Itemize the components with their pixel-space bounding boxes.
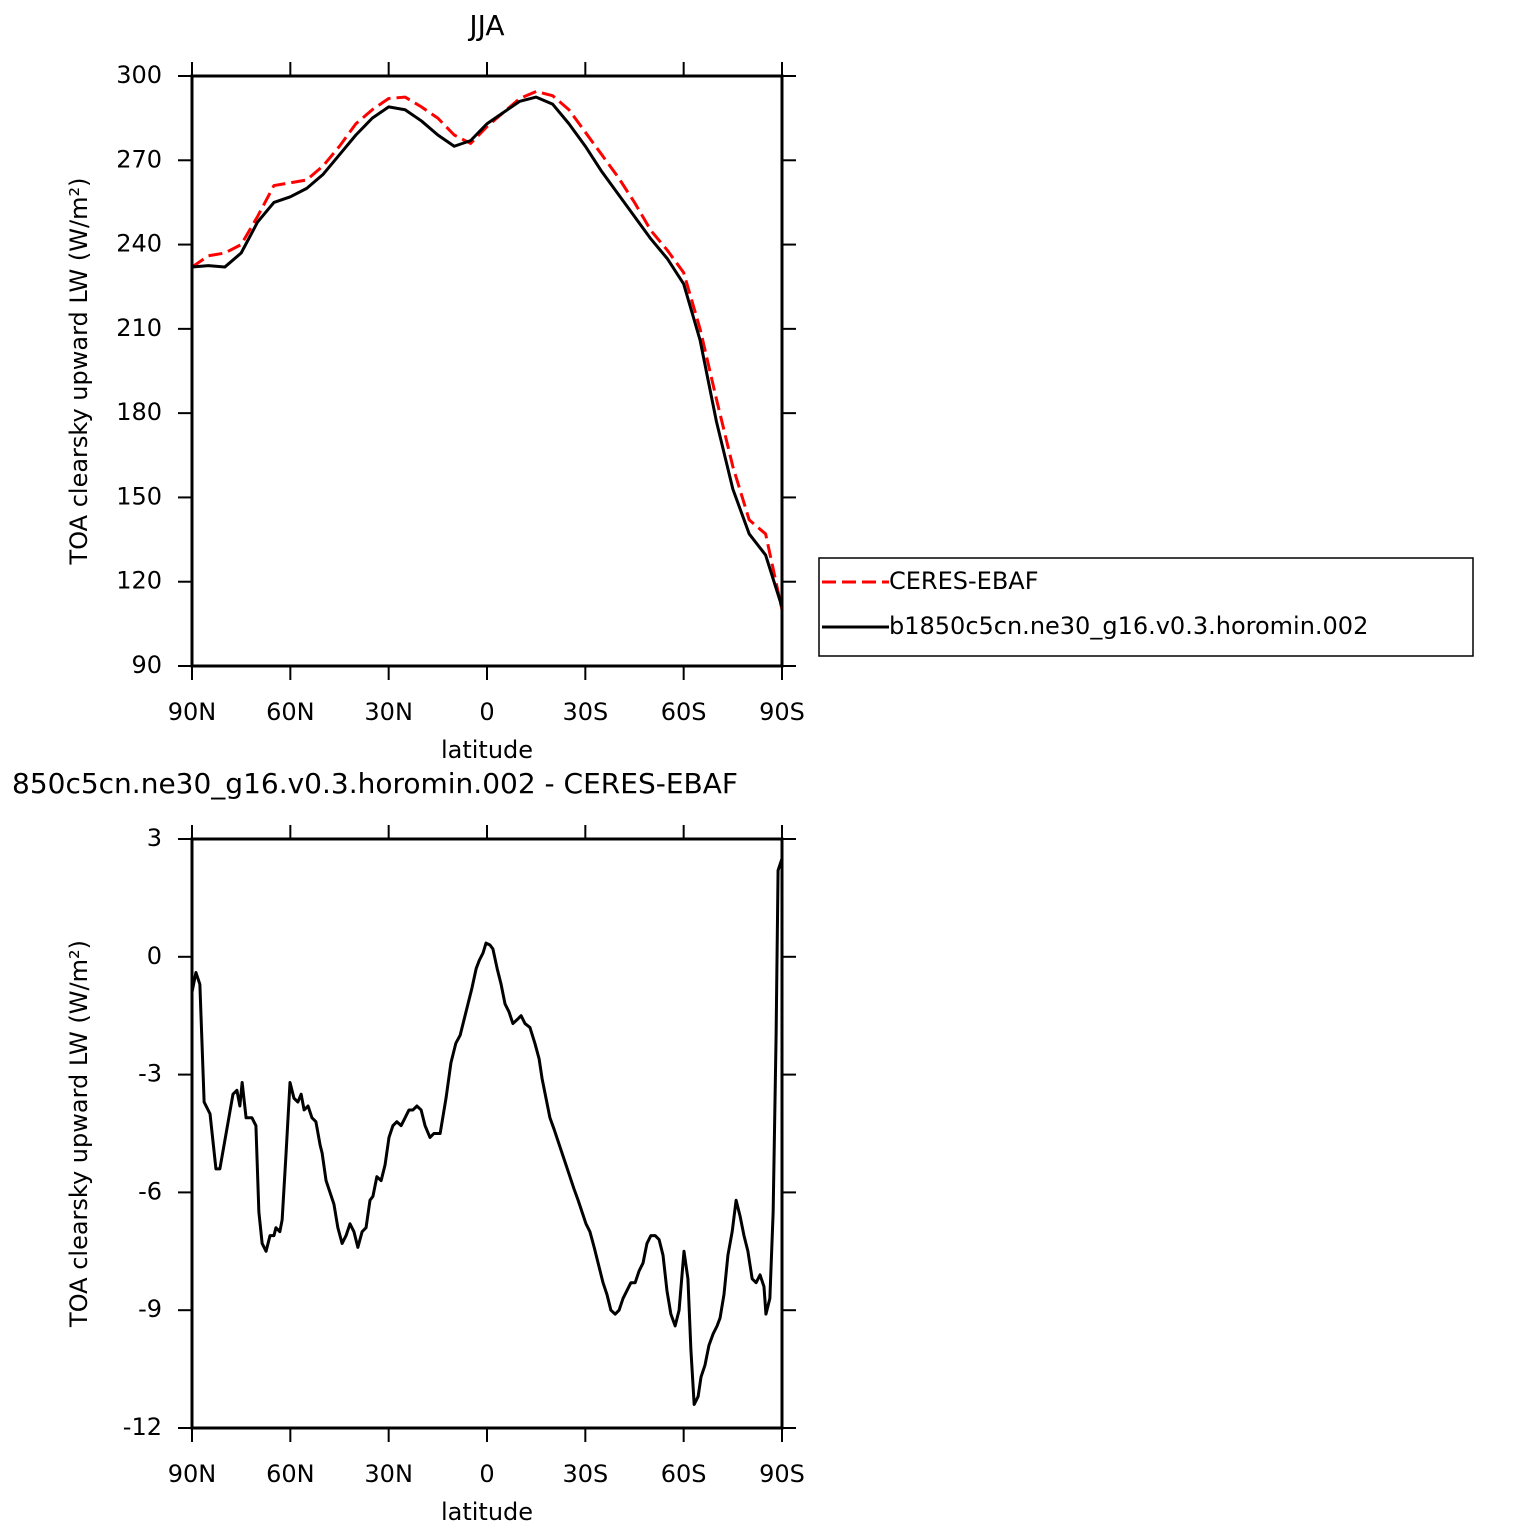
y-tick-label: 180 <box>116 398 162 426</box>
legend-label: b1850c5cn.ne30_g16.v0.3.horomin.002 <box>889 612 1368 640</box>
data-line <box>191 89 784 611</box>
data-line <box>191 95 784 608</box>
x-axis-label: latitude <box>441 1498 533 1526</box>
x-tick-label: 30N <box>364 698 413 726</box>
x-tick-label: 60S <box>661 698 707 726</box>
x-tick-label: 30S <box>562 1460 608 1488</box>
y-tick-label: 210 <box>116 314 162 342</box>
x-tick-label: 0 <box>479 698 494 726</box>
y-tick-label: 150 <box>116 482 162 510</box>
y-tick-label: 270 <box>116 145 162 173</box>
x-tick-label: 30N <box>364 1460 413 1488</box>
chart-title: JJA <box>467 9 504 42</box>
plot-frame <box>190 74 784 668</box>
y-axis-label: TOA clearsky upward LW (W/m²) <box>65 940 93 1328</box>
y-tick-label: 240 <box>116 230 162 258</box>
legend-label: CERES-EBAF <box>889 567 1039 595</box>
x-axis-label: latitude <box>441 736 533 764</box>
y-tick-label: 3 <box>147 824 162 852</box>
y-tick-label: 90 <box>131 651 162 679</box>
chart-title: 850c5cn.ne30_g16.v0.3.horomin.002 - CERE… <box>12 767 738 800</box>
y-axis-label: TOA clearsky upward LW (W/m²) <box>65 178 93 566</box>
x-tick-label: 90S <box>759 1460 805 1488</box>
x-tick-label: 0 <box>479 1460 494 1488</box>
x-tick-label: 90N <box>168 1460 217 1488</box>
x-tick-label: 90N <box>168 698 217 726</box>
legend-box <box>818 557 1474 657</box>
y-tick-label: -3 <box>138 1060 162 1088</box>
x-tick-label: 90S <box>759 698 805 726</box>
data-line <box>190 858 784 1406</box>
y-tick-label: 120 <box>116 567 162 595</box>
y-tick-label: -12 <box>123 1413 162 1441</box>
x-tick-label: 30S <box>562 698 608 726</box>
y-tick-label: 300 <box>116 61 162 89</box>
plot-frame <box>190 837 784 1430</box>
x-tick-label: 60N <box>266 698 315 726</box>
y-tick-label: -9 <box>138 1295 162 1323</box>
y-tick-label: 0 <box>147 942 162 970</box>
x-tick-label: 60S <box>661 1460 707 1488</box>
x-tick-label: 60N <box>266 1460 315 1488</box>
y-tick-label: -6 <box>138 1177 162 1205</box>
